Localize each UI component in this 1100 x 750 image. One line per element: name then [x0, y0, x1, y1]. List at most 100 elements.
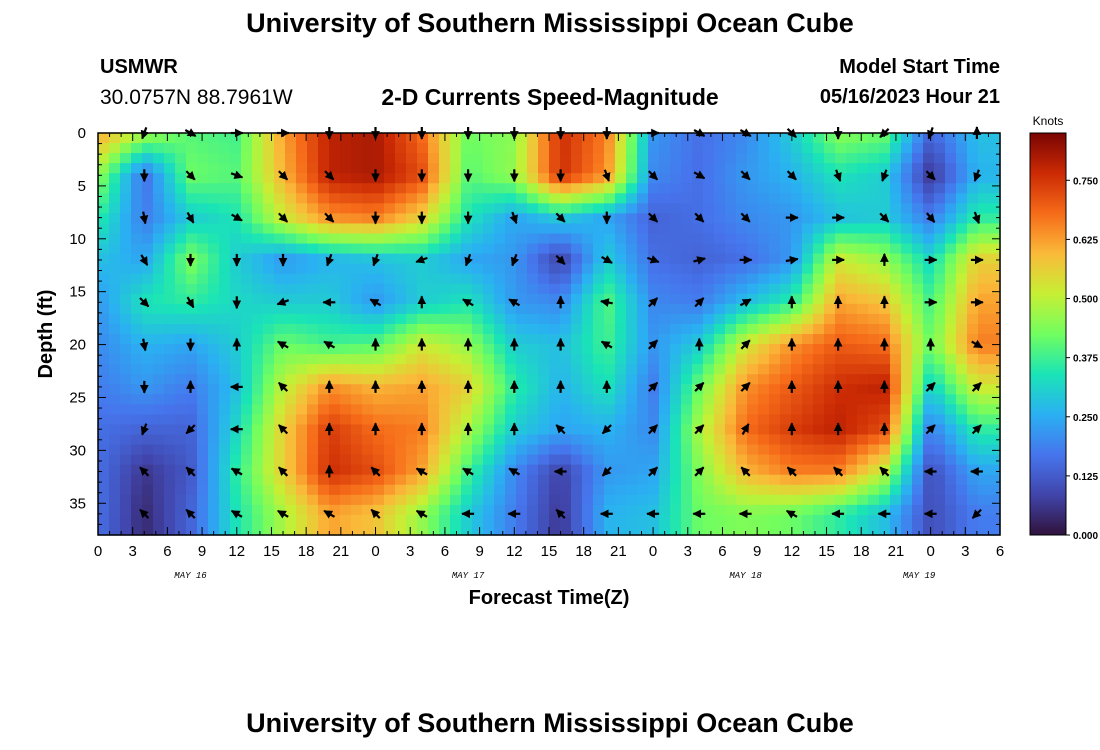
heatmap-cell [439, 233, 451, 245]
heatmap-cell [824, 293, 836, 305]
heatmap-cell [901, 293, 913, 305]
current-arrow [602, 169, 611, 182]
heatmap-cell [362, 444, 374, 456]
heatmap-cell [494, 153, 506, 164]
heatmap-cell [670, 293, 682, 305]
heatmap-cell [659, 384, 671, 395]
heatmap-cell [472, 404, 484, 415]
heatmap-cell [329, 223, 341, 235]
heatmap-cell [703, 524, 715, 536]
heatmap-cell [637, 213, 649, 225]
current-arrow [139, 211, 149, 225]
heatmap-cell [802, 394, 814, 405]
heatmap-cell [197, 464, 209, 476]
heatmap-cell [692, 143, 704, 154]
heatmap-cell [846, 404, 858, 415]
heatmap-cell [219, 424, 231, 436]
heatmap-cell [329, 233, 341, 245]
heatmap-cell [472, 514, 484, 526]
heatmap-cell [934, 504, 946, 516]
heatmap-cell [615, 293, 627, 305]
heatmap-cell [472, 323, 484, 335]
heatmap-cell [219, 183, 231, 194]
heatmap-cell [835, 213, 847, 225]
heatmap-cell [593, 354, 605, 365]
current-arrow [555, 508, 566, 519]
heatmap-cell [549, 354, 561, 365]
heatmap-cell [846, 233, 858, 245]
date-label: MAY 16 [174, 571, 207, 581]
heatmap-cell [736, 344, 748, 355]
heatmap-cell [670, 213, 682, 225]
x-tick-label: 18 [853, 543, 870, 560]
heatmap-cell [329, 183, 341, 194]
heatmap-cell [483, 183, 495, 194]
heatmap-cell [428, 323, 440, 335]
heatmap-cell [615, 414, 627, 426]
heatmap-cell [263, 293, 275, 305]
current-arrow [786, 170, 797, 181]
heatmap-cell [516, 143, 528, 154]
heatmap-cell [263, 364, 275, 375]
heatmap-cell [197, 163, 209, 174]
heatmap-cell [373, 414, 385, 426]
heatmap-cell [494, 183, 506, 194]
heatmap-cell [681, 454, 693, 466]
heatmap-cell [615, 464, 627, 476]
heatmap-cell [483, 414, 495, 426]
x-tick-label: 18 [298, 543, 315, 560]
heatmap-cell [956, 344, 968, 355]
heatmap-cell [417, 514, 429, 526]
heatmap-cell [527, 293, 539, 305]
current-arrow [277, 340, 289, 350]
heatmap-cell [164, 464, 176, 476]
heatmap-cell [439, 344, 451, 355]
heatmap-cell [780, 404, 792, 415]
heatmap-cell [714, 223, 726, 235]
heatmap-cell [450, 334, 462, 345]
heatmap-cell [604, 394, 616, 405]
heatmap-cell [593, 454, 605, 466]
heatmap-cell [703, 354, 715, 365]
heatmap-cell [505, 404, 517, 415]
heatmap-cell [615, 494, 627, 506]
heatmap-cell [967, 334, 979, 345]
heatmap-cell [505, 153, 517, 164]
heatmap-cell [351, 384, 363, 395]
heatmap-cell [230, 313, 242, 325]
heatmap-cell [846, 193, 858, 204]
heatmap-cell [626, 514, 638, 526]
heatmap-cell [945, 303, 957, 315]
current-arrow [139, 254, 149, 266]
heatmap-cell [549, 273, 561, 285]
heatmap-cell [769, 293, 781, 305]
heatmap-cell [230, 524, 242, 536]
heatmap-cell [725, 323, 737, 335]
heatmap-cell [351, 143, 363, 154]
heatmap-cell [153, 354, 165, 365]
heatmap-cell [285, 143, 297, 154]
heatmap-cell [846, 524, 858, 536]
heatmap-cell [120, 213, 132, 225]
heatmap-cell [846, 153, 858, 164]
heatmap-cell [934, 223, 946, 235]
heatmap-cell [879, 494, 891, 506]
heatmap-cell [945, 414, 957, 426]
heatmap-cell [835, 434, 847, 446]
heatmap-cell [615, 143, 627, 154]
heatmap-cell [329, 153, 341, 164]
heatmap-cell [219, 293, 231, 305]
heatmap-cell [483, 354, 495, 365]
heatmap-cell [318, 163, 330, 174]
heatmap-cell [857, 303, 869, 315]
heatmap-cell [538, 384, 550, 395]
heatmap-cell [736, 303, 748, 315]
heatmap-cell [714, 334, 726, 345]
heatmap-cell [461, 354, 473, 365]
heatmap-cell [791, 494, 803, 506]
heatmap-cell [461, 223, 473, 235]
heatmap-cell [274, 273, 286, 285]
heatmap-cell [769, 143, 781, 154]
heatmap-cell [857, 283, 869, 295]
heatmap-cell [747, 414, 759, 426]
